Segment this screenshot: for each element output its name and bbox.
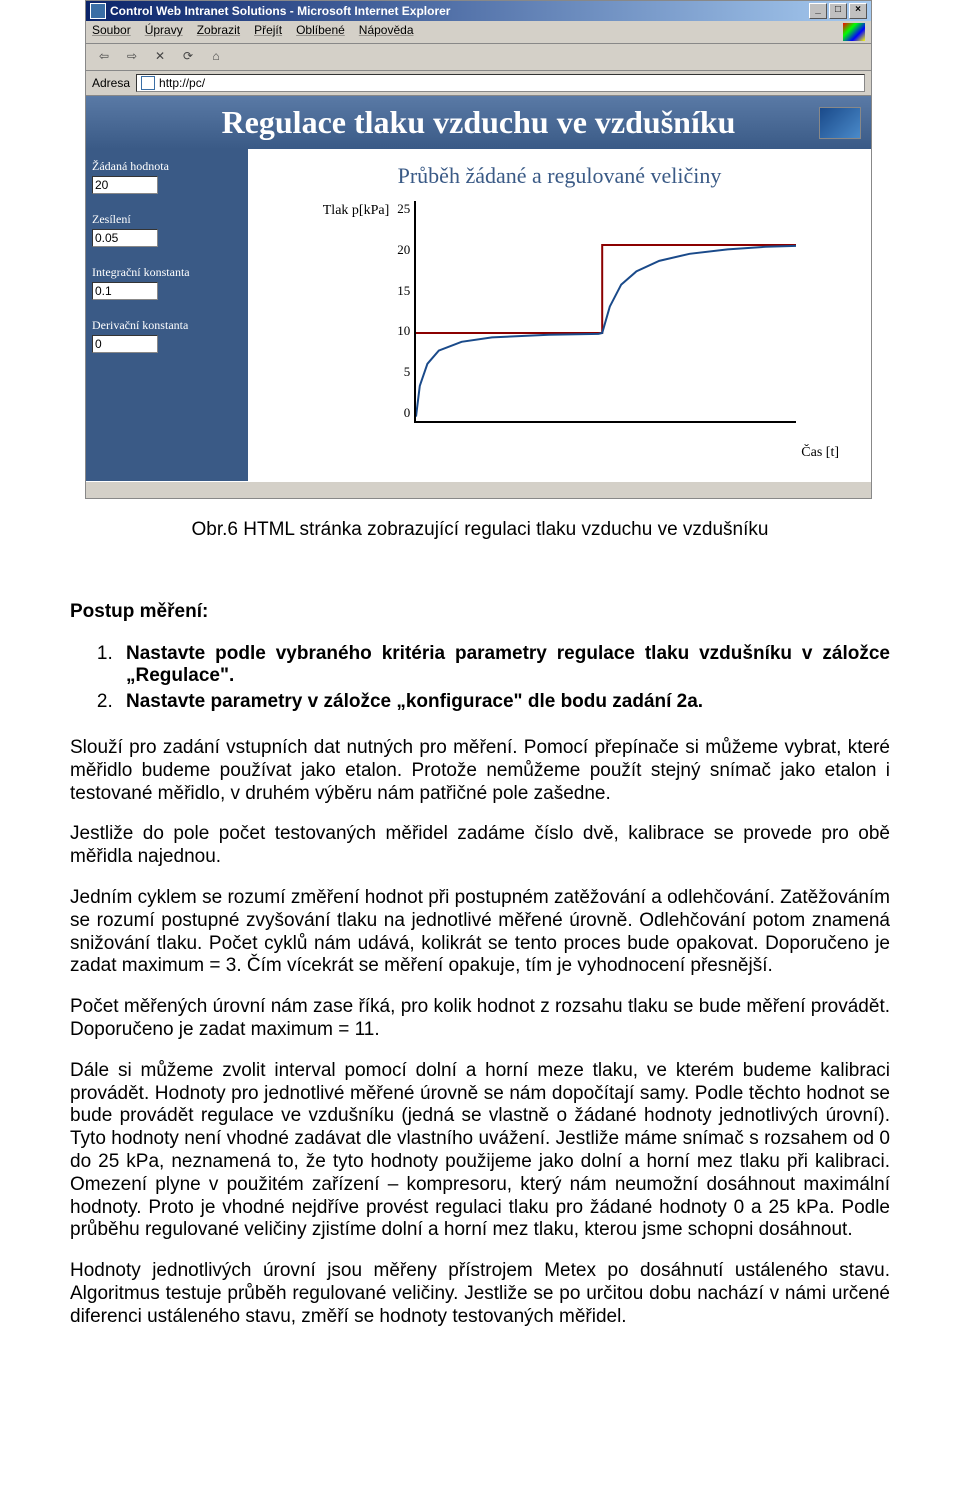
ytick: 15 — [397, 283, 410, 299]
chart-yticks: 25 20 15 10 5 0 — [397, 201, 410, 421]
param-input[interactable] — [92, 282, 158, 300]
param-input[interactable] — [92, 335, 158, 353]
body-paragraph: Slouží pro zadání vstupních dat nutných … — [70, 737, 890, 805]
menubar: Soubor Úpravy Zobrazit Přejít Oblíbené Nápově… — [86, 21, 871, 44]
header-logo-icon — [819, 107, 861, 139]
body-paragraphs: Slouží pro zadání vstupních dat nutných … — [70, 737, 890, 1329]
browser-window: Control Web Intranet Solutions - Microso… — [85, 0, 872, 499]
body-paragraph: Jestliže do pole počet testovaných měřid… — [70, 823, 890, 869]
chart-xlabel: Čas [t] — [260, 445, 859, 461]
step-item: Nastavte podle vybraného kritéria parame… — [118, 643, 890, 687]
window-title: Control Web Intranet Solutions - Microso… — [110, 4, 450, 18]
step-item: Nastavte parametry v záložce „konfigurac… — [118, 691, 890, 713]
back-button[interactable]: ⇦ — [92, 46, 116, 68]
menu-item[interactable]: Soubor — [92, 23, 131, 41]
ytick: 20 — [397, 242, 410, 258]
page-icon — [141, 76, 155, 90]
menu-item[interactable]: Přejít — [254, 23, 282, 41]
chart-ylabel: Tlak p[kPa] — [323, 201, 389, 219]
ie-logo-icon — [843, 23, 865, 41]
address-label: Adresa — [92, 76, 130, 90]
addressbar: Adresa http://pc/ — [86, 71, 871, 96]
section-title: Postup měření: — [70, 601, 890, 623]
chart-title: Průběh žádané a regulované veličiny — [260, 163, 859, 189]
steps-list: Nastavte podle vybraného kritéria parame… — [70, 643, 890, 713]
param-label: Zesílení — [92, 212, 242, 227]
body-paragraph: Hodnoty jednotlivých úrovní jsou měřeny … — [70, 1260, 890, 1328]
chart-plot — [414, 201, 796, 423]
close-button[interactable]: × — [849, 3, 867, 19]
param-input[interactable] — [92, 229, 158, 247]
forward-button[interactable]: ⇨ — [120, 46, 144, 68]
app-title: Regulace tlaku vzduchu ve vzdušníku — [222, 104, 736, 141]
main-panel: Průběh žádané a regulované veličiny Tlak… — [248, 149, 871, 481]
stop-button[interactable]: ✕ — [148, 46, 172, 68]
param-input[interactable] — [92, 176, 158, 194]
ytick: 5 — [397, 364, 410, 380]
param-group: Integrační konstanta — [92, 265, 242, 300]
menu-item[interactable]: Úpravy — [145, 23, 183, 41]
chart-series-measured — [416, 246, 796, 417]
param-group: Žádaná hodnota — [92, 159, 242, 194]
chart-area: Tlak p[kPa] 25 20 15 10 5 0 — [260, 201, 859, 423]
window-controls: _ □ × — [809, 3, 867, 19]
app-header: Regulace tlaku vzduchu ve vzdušníku — [86, 96, 871, 149]
menu-item[interactable]: Oblíbené — [296, 23, 345, 41]
param-group: Derivační konstanta — [92, 318, 242, 353]
ytick: 10 — [397, 323, 410, 339]
param-label: Žádaná hodnota — [92, 159, 242, 174]
param-label: Integrační konstanta — [92, 265, 242, 280]
menubar-items: Soubor Úpravy Zobrazit Přejít Oblíbené Nápově… — [92, 23, 414, 41]
figure-caption: Obr.6 HTML stránka zobrazující regulaci … — [70, 519, 890, 541]
address-url: http://pc/ — [159, 76, 205, 90]
chart-svg — [416, 201, 796, 421]
address-input[interactable]: http://pc/ — [136, 74, 865, 92]
ytick: 0 — [397, 405, 410, 421]
ytick: 25 — [397, 201, 410, 217]
body-paragraph: Jedním cyklem se rozumí změření hodnot p… — [70, 887, 890, 978]
ie-icon — [90, 3, 106, 19]
minimize-button[interactable]: _ — [809, 3, 827, 19]
toolbar: ⇦ ⇨ ✕ ⟳ ⌂ — [86, 44, 871, 71]
app-content: Žádaná hodnota Zesílení Integrační konstan… — [86, 149, 871, 481]
body-paragraph: Počet měřených úrovní nám zase říká, pro… — [70, 996, 890, 1042]
menu-item[interactable]: Zobrazit — [197, 23, 240, 41]
window-titlebar: Control Web Intranet Solutions - Microso… — [86, 1, 871, 21]
param-group: Zesílení — [92, 212, 242, 247]
maximize-button[interactable]: □ — [829, 3, 847, 19]
home-button[interactable]: ⌂ — [204, 46, 228, 68]
menu-item[interactable]: Nápověda — [359, 23, 414, 41]
sidebar: Žádaná hodnota Zesílení Integrační konstan… — [86, 149, 248, 481]
param-label: Derivační konstanta — [92, 318, 242, 333]
body-paragraph: Dále si můžeme zvolit interval pomocí do… — [70, 1060, 890, 1242]
statusbar — [86, 481, 871, 498]
refresh-button[interactable]: ⟳ — [176, 46, 200, 68]
